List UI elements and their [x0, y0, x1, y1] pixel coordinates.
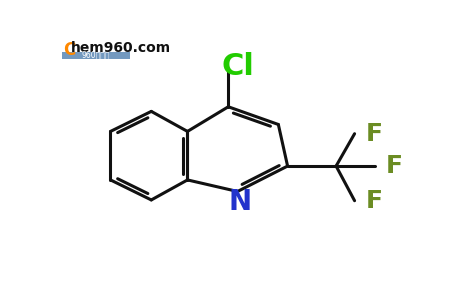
Text: Cl: Cl	[221, 52, 254, 81]
Text: F: F	[386, 154, 403, 178]
Text: F: F	[366, 189, 383, 213]
Text: F: F	[366, 122, 383, 146]
Bar	[62, 52, 130, 59]
Text: 960化工网: 960化工网	[82, 50, 110, 59]
Text: hem960.com: hem960.com	[71, 41, 171, 55]
Text: C: C	[64, 41, 76, 59]
Text: N: N	[228, 188, 251, 216]
